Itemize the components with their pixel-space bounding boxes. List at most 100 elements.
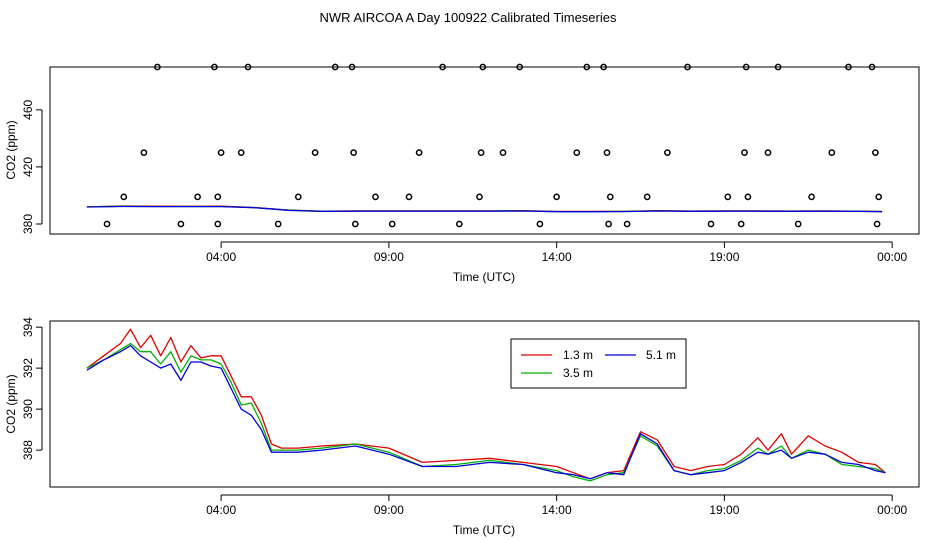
scatter-point	[737, 220, 745, 228]
x-tick-label: 09:00	[374, 250, 404, 264]
bottom-plot-frame	[49, 320, 920, 488]
scatter-point	[140, 149, 148, 156]
scatter-point	[536, 220, 544, 228]
y-tick-label: 460	[21, 99, 35, 119]
top-x-ticks: 04:00 09:00 14:00 19:00 00:00	[206, 241, 907, 264]
y-tick-label: 390	[21, 399, 35, 419]
y-tick-label: 392	[21, 358, 35, 378]
legend-label-1-3m: 1.3 m	[563, 348, 593, 362]
scatter-point	[643, 193, 651, 201]
x-tick-label: 14:00	[542, 503, 572, 517]
scatter-point	[573, 149, 581, 156]
scatter-point	[405, 193, 413, 201]
scatter-point	[274, 220, 282, 228]
scatter-point	[372, 193, 379, 201]
scatter-point	[455, 220, 463, 228]
y-tick-label: 420	[21, 157, 35, 177]
scatter-point	[120, 193, 128, 201]
series-line-5-1-m	[86, 205, 883, 213]
top-y-ticks: 380 420 460	[21, 99, 43, 234]
scatter-point	[237, 149, 245, 156]
scatter-point	[388, 220, 396, 228]
y-tick-label: 394	[21, 317, 35, 337]
scatter-point	[605, 220, 612, 228]
bottom-y-ticks: 388 390 392 394	[21, 317, 43, 460]
x-tick-label: 00:00	[877, 250, 907, 264]
scatter-point	[845, 63, 852, 71]
scatter-point	[623, 220, 631, 228]
scatter-point	[439, 63, 446, 71]
legend-label-3-5m: 3.5 m	[563, 366, 593, 380]
top-x-axis-label: Time (UTC)	[453, 270, 515, 284]
x-tick-label: 14:00	[542, 250, 572, 264]
scatter-point	[684, 63, 691, 71]
x-tick-label: 04:00	[206, 250, 236, 264]
scatter-point	[600, 63, 607, 71]
x-tick-label: 00:00	[877, 503, 907, 517]
bottom-panel: 04:00 09:00 14:00 19:00 00:00 388 390 392 394 T…	[4, 317, 920, 537]
x-tick-label: 09:00	[374, 503, 404, 517]
scatter-point	[214, 220, 222, 228]
scatter-point	[872, 149, 879, 156]
y-tick-label: 388	[21, 440, 35, 460]
scatter-point	[873, 220, 881, 228]
series-line-1-3-m	[86, 328, 886, 480]
top-y-axis-label: CO2 (ppm)	[4, 120, 18, 179]
scatter-point	[664, 149, 671, 156]
scatter-point	[194, 193, 201, 201]
scatter-point	[516, 63, 524, 71]
scatter-point	[724, 193, 732, 201]
top-series-lines	[86, 205, 883, 213]
chart-title: NWR AIRCOA A Day 100922 Calibrated Times…	[320, 10, 617, 25]
scatter-point	[477, 149, 485, 156]
scatter-point	[828, 149, 836, 156]
scatter-point	[331, 63, 339, 71]
scatter-point	[603, 149, 611, 156]
scatter-point	[479, 63, 487, 71]
x-tick-label: 19:00	[709, 503, 739, 517]
scatter-point	[742, 63, 750, 71]
scatter-point	[875, 193, 883, 201]
bottom-series-lines	[86, 328, 886, 482]
scatter-point	[350, 149, 357, 156]
scatter-point	[583, 63, 591, 71]
scatter-point	[294, 193, 302, 201]
legend-box	[510, 338, 687, 389]
scatter-point	[476, 193, 483, 201]
scatter-point	[415, 149, 423, 156]
scatter-point	[741, 149, 748, 156]
scatter-point	[707, 220, 715, 228]
scatter-point	[499, 149, 507, 156]
scatter-point	[764, 149, 772, 156]
scatter-point	[606, 193, 614, 201]
bottom-x-ticks: 04:00 09:00 14:00 19:00 00:00	[206, 494, 907, 517]
scatter-point	[103, 220, 111, 228]
bottom-y-axis-label: CO2 (ppm)	[4, 374, 18, 433]
top-scatter-points	[103, 63, 883, 228]
legend: 1.3 m 5.1 m 3.5 m	[510, 338, 687, 389]
legend-label-5-1m: 5.1 m	[646, 348, 676, 362]
y-tick-label: 380	[21, 214, 35, 234]
series-line-5-1-m	[86, 344, 886, 480]
scatter-point	[217, 149, 225, 156]
top-plot-frame	[49, 66, 920, 235]
scatter-point	[351, 220, 359, 228]
scatter-point	[553, 193, 560, 201]
scatter-point	[348, 63, 356, 71]
scatter-point	[311, 149, 319, 156]
scatter-point	[744, 193, 752, 201]
x-tick-label: 19:00	[709, 250, 739, 264]
scatter-point	[214, 193, 222, 201]
scatter-point	[794, 220, 802, 228]
top-panel: 04:00 09:00 14:00 19:00 00:00 380 420 460 Time…	[4, 63, 920, 284]
x-tick-label: 04:00	[206, 503, 236, 517]
scatter-point	[177, 220, 185, 228]
scatter-point	[211, 63, 218, 71]
bottom-x-axis-label: Time (UTC)	[453, 523, 515, 537]
scatter-point	[808, 193, 815, 201]
scatter-point	[244, 63, 252, 71]
scatter-point	[154, 63, 161, 71]
scatter-point	[868, 63, 876, 71]
scatter-point	[774, 63, 782, 71]
